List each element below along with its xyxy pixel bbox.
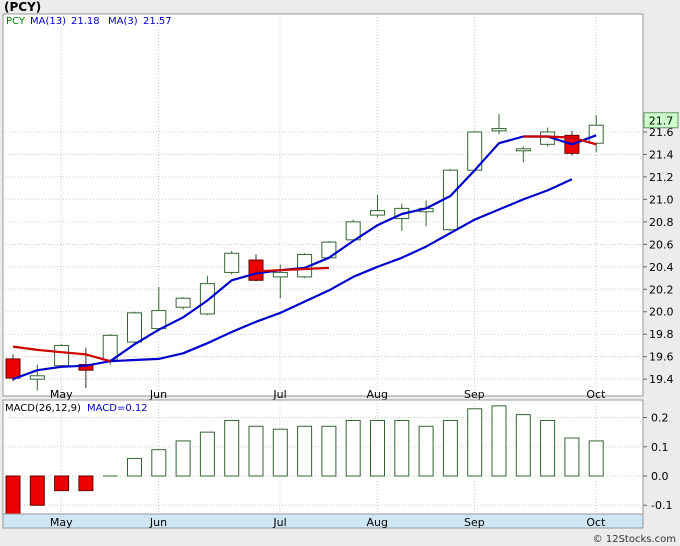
price-y-axis: 19.4 19.6 19.8 20.0 20.2 20.4 20.6 20.8 21.0 21.2… — [643, 126, 674, 386]
price-x-tick-label: May — [50, 388, 73, 401]
macd-bar-positive — [272, 428, 288, 477]
legend-ma3-label: MA(3) — [108, 16, 138, 27]
last-price-box — [643, 112, 679, 129]
macd-bar-positive — [175, 440, 191, 477]
declining-ma-line — [255, 266, 329, 273]
price-x-tick-label: Oct — [586, 388, 606, 401]
macd-bar-positive — [345, 419, 361, 477]
macd-y-tick-label: 0.1 — [651, 441, 669, 454]
price-x-axis: May Jun Jul Aug Sep Oct — [50, 388, 606, 401]
price-y-tick-label: 20.6 — [649, 238, 674, 251]
macd-bar-positive — [491, 405, 507, 477]
bottom-x-tick-label: Oct — [586, 516, 606, 529]
macd-bar-positive — [127, 457, 142, 477]
legend-ma3-value: 21.57 — [143, 16, 172, 27]
candle-up — [102, 334, 118, 361]
candle-up — [588, 124, 604, 144]
price-y-tick-label: 21.2 — [649, 171, 674, 184]
macd-y-tick-label: 0.0 — [651, 470, 669, 483]
candle-down — [78, 364, 94, 371]
macd-bar-negative — [54, 475, 70, 492]
candle-up — [29, 375, 45, 380]
candle-up — [54, 344, 70, 367]
macd-bar-positive — [199, 431, 215, 477]
candle-up — [199, 283, 215, 315]
candle-up — [224, 252, 240, 273]
price-y-tick-label: 20.2 — [649, 283, 674, 296]
macd-y-axis: 0.2 0.1 0.0 -0.1 — [643, 412, 672, 512]
declining-ma-line — [523, 135, 597, 146]
candle-up — [370, 210, 385, 216]
legend-ma13-label: MA(13) — [30, 16, 66, 27]
bottom-x-tick-label: Sep — [464, 516, 485, 529]
candle-up — [175, 297, 191, 308]
bottom-x-tick-label: May — [50, 516, 73, 529]
macd-bars — [5, 405, 604, 515]
macd-bar-positive — [588, 440, 604, 477]
candle-up — [442, 169, 458, 231]
macd-bar-positive — [564, 437, 580, 477]
last-price-tag: 21.7 — [643, 112, 679, 129]
macd-bar-negative — [29, 475, 45, 506]
macd-bar-positive — [540, 419, 556, 477]
price-y-tick-label: 20.0 — [649, 306, 674, 319]
last-price-label: 21.7 — [649, 115, 674, 128]
macd-title: MACD(26,12,9) — [5, 403, 81, 414]
price-y-tick-label: 21.4 — [649, 148, 674, 161]
price-x-tick-label: Aug — [366, 388, 387, 401]
bottom-x-tick-label: Jun — [149, 516, 167, 529]
legend-ticker: PCY — [6, 16, 26, 27]
candle-up — [272, 271, 288, 278]
price-y-tick-label: 19.8 — [649, 328, 674, 341]
price-y-tick-label: 20.8 — [649, 216, 674, 229]
ma13-line — [110, 178, 573, 363]
x-axis-band — [2, 513, 644, 529]
macd-bar-positive — [418, 425, 434, 477]
candle-up — [491, 128, 507, 132]
macd-y-tick-label: -0.1 — [651, 499, 672, 512]
bottom-x-tick-label: Jul — [272, 516, 286, 529]
macd-bar-positive — [370, 419, 385, 477]
macd-bar-positive — [515, 414, 531, 477]
legend-ma13-value: 21.18 — [71, 16, 100, 27]
price-lines — [12, 134, 597, 381]
price-y-tick-label: 21.0 — [649, 193, 674, 206]
macd-bar-positive — [321, 425, 337, 477]
macd-legend: MACD(26,12,9) MACD=0.12 — [5, 403, 148, 414]
candle-up — [151, 310, 167, 330]
price-panel — [2, 13, 644, 397]
macd-bar-positive — [394, 419, 410, 477]
candle-up — [127, 312, 142, 343]
price-legend: PCY MA(13) 21.18 MA(3) 21.57 — [6, 16, 172, 27]
macd-bar-positive — [248, 425, 264, 477]
macd-bar-positive — [442, 419, 458, 477]
price-x-tick-label: Jul — [272, 388, 286, 401]
macd-bar-negative — [78, 475, 94, 492]
macd-bar-positive — [224, 419, 240, 477]
price-candles — [5, 113, 604, 391]
macd-bar-positive — [151, 449, 167, 477]
price-grid — [3, 14, 643, 396]
price-y-tick-label: 21.6 — [649, 126, 674, 139]
macd-y-tick-label: 0.2 — [651, 412, 669, 425]
bottom-x-tick-label: Aug — [366, 516, 387, 529]
bottom-x-axis: May Jun Jul Aug Sep Oct — [50, 516, 606, 529]
price-y-tick-label: 19.4 — [649, 373, 674, 386]
price-x-tick-label: Jun — [149, 388, 167, 401]
price-x-tick-label: Sep — [464, 388, 485, 401]
macd-bar-positive — [297, 425, 313, 477]
chart-title: (PCY) — [4, 0, 41, 14]
declining-ma-line — [12, 345, 111, 363]
price-y-tick-label: 20.4 — [649, 261, 674, 274]
candle-down — [5, 358, 21, 379]
candle-up — [515, 148, 531, 152]
price-y-tick-label: 19.6 — [649, 351, 674, 364]
macd-bar-negative — [5, 475, 21, 515]
footer-credit: © 12Stocks.com — [593, 534, 676, 545]
macd-value: MACD=0.12 — [87, 403, 148, 414]
macd-bar-positive — [467, 408, 483, 477]
